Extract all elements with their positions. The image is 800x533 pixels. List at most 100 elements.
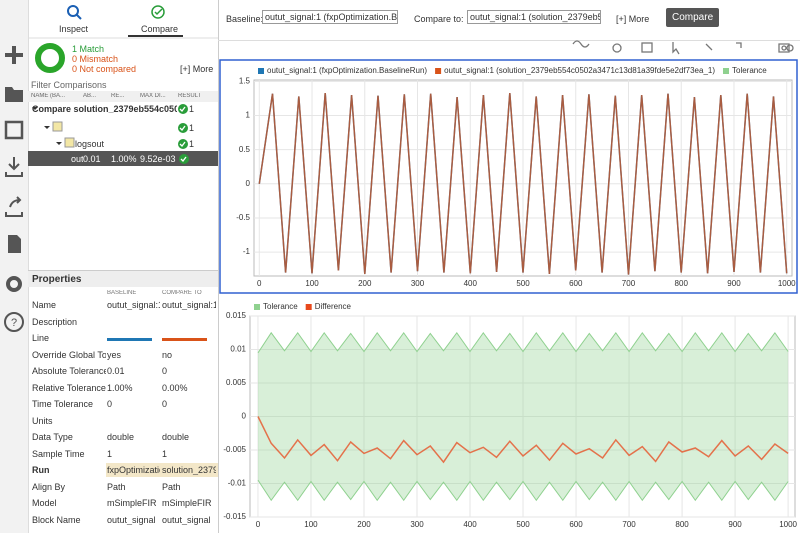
x-tick-label: 900 xyxy=(727,279,741,288)
legend-swatch xyxy=(254,304,260,310)
x-tick-label: 300 xyxy=(410,520,424,529)
y-tick-label: 1 xyxy=(246,111,251,120)
property-label: Run xyxy=(32,465,50,475)
icon-bar: ? xyxy=(0,0,29,533)
x-tick-label: 600 xyxy=(569,279,583,288)
row-rel: 1.00% xyxy=(111,154,137,164)
compare-value: 0.00% xyxy=(162,382,188,393)
report-icon[interactable] xyxy=(8,235,21,253)
x-tick-label: 300 xyxy=(411,279,425,288)
legend-swatch xyxy=(435,68,442,74)
baseline-value: 0 xyxy=(107,399,113,409)
property-label: Description xyxy=(32,316,78,327)
property-label: Sample Time xyxy=(32,448,85,459)
baseline-value: mSimpleFIR xyxy=(107,498,157,508)
compare-value: 1 xyxy=(162,448,168,459)
legend-entry: outut_signal:1 (solution_2379eb554c0502a… xyxy=(444,66,715,75)
legend-entry: Difference xyxy=(315,302,352,311)
baseline-select[interactable]: outut_signal:1 (fxpOptimization.Ba xyxy=(262,10,398,24)
x-tick-label: 0 xyxy=(257,279,262,288)
x-tick-label: 900 xyxy=(728,520,742,529)
baseline-value: Path xyxy=(107,481,126,492)
baseline-value: 0.01 xyxy=(107,366,125,376)
property-label: Data Type xyxy=(32,432,73,442)
import-icon[interactable] xyxy=(5,157,23,177)
tab[interactable]: Compare xyxy=(141,24,179,34)
column-header: NAME (BA... xyxy=(31,93,66,99)
x-tick-label: 700 xyxy=(622,520,636,529)
tolerance-lower xyxy=(257,479,789,502)
x-tick-label: 200 xyxy=(358,279,372,288)
y-tick-label: 0.01 xyxy=(230,345,246,354)
column-header: BASELINE xyxy=(107,290,137,296)
baseline-value: double xyxy=(107,432,135,442)
property-label: Block Name xyxy=(32,514,81,525)
baseline-value: outut_signal:1 ( xyxy=(107,300,160,310)
baseline-value: fxpOptimizatior xyxy=(107,465,160,475)
new-icon[interactable] xyxy=(5,46,23,64)
help-icon[interactable] xyxy=(4,312,24,332)
table-header: NAME (BA... AB... RE... MAX DI... RESULT xyxy=(28,91,218,102)
y-tick-label: -0.5 xyxy=(236,213,250,222)
property-label: Override Global Tole xyxy=(32,349,106,360)
column-header: RESULT xyxy=(178,93,202,99)
legend-entry: Tolerance xyxy=(263,302,298,311)
x-tick-label: 100 xyxy=(304,520,318,529)
x-tick-label: 400 xyxy=(463,520,477,529)
tab-icons xyxy=(28,5,218,39)
filter-box[interactable]: Filter Comparisons xyxy=(31,80,107,90)
compare-line xyxy=(162,338,207,341)
y-tick-label: 0 xyxy=(242,412,247,421)
x-tick-label: 0 xyxy=(256,520,261,529)
x-tick-label: 1000 xyxy=(779,520,797,529)
x-tick-label: 700 xyxy=(622,279,636,288)
legend-entry: outut_signal:1 (fxpOptimization.Baseline… xyxy=(267,66,427,75)
baseline-line xyxy=(107,338,152,341)
legend-swatch xyxy=(305,304,312,310)
not-compared-count: 0 Not compared xyxy=(72,64,137,74)
property-label: Name xyxy=(32,300,57,310)
property-label: Time Tolerance xyxy=(32,399,94,409)
x-tick-label: 100 xyxy=(305,279,319,288)
x-tick-label: 200 xyxy=(357,520,371,529)
baseline-value: 1 xyxy=(107,448,113,459)
signal-line xyxy=(258,92,788,275)
y-tick-label: -0.015 xyxy=(223,512,246,521)
mismatch-count: 0 Mismatch xyxy=(72,54,119,64)
y-tick-label: -0.01 xyxy=(228,479,247,488)
compare-value: 0 xyxy=(162,399,168,409)
row-result: 1 xyxy=(189,139,195,149)
compare-value: no xyxy=(162,349,173,360)
row-max: 9.52e-03 xyxy=(140,154,176,164)
y-tick-label: 0.015 xyxy=(226,311,247,320)
compare-value: mSimpleFIR xyxy=(162,498,212,508)
more-link[interactable]: [+] More xyxy=(616,14,650,24)
share-icon[interactable] xyxy=(5,196,23,217)
x-tick-label: 1000 xyxy=(778,279,796,288)
summary-donut xyxy=(35,43,65,73)
compare-button[interactable]: Compare xyxy=(666,8,720,27)
row-name[interactable]: Compare solution_2379eb554c0502 xyxy=(32,104,177,114)
selected-row[interactable]: out 0.01 1.00% 9.52e-03 xyxy=(28,151,218,166)
property-label: Relative Tolerance xyxy=(32,382,106,393)
settings-icon[interactable] xyxy=(6,276,22,292)
properties-title: Properties xyxy=(32,274,82,285)
row-result: 1 xyxy=(189,123,195,133)
more-link[interactable]: [+] More xyxy=(180,64,214,74)
icons: ? xyxy=(4,46,24,332)
save-icon[interactable] xyxy=(4,120,24,140)
x-tick-label: 800 xyxy=(675,279,689,288)
x-tick-label: 500 xyxy=(516,520,530,529)
x-tick-label: 500 xyxy=(516,279,530,288)
y-tick-label: 0.005 xyxy=(226,378,247,387)
compare-value: outut_signal xyxy=(162,514,211,525)
compare-value: 0 xyxy=(162,366,168,376)
properties-header: Properties xyxy=(28,270,218,287)
row-name[interactable]: logsout xyxy=(75,139,105,149)
legend-swatch xyxy=(723,68,729,74)
open-icon[interactable] xyxy=(5,87,23,102)
tab[interactable]: Inspect xyxy=(59,24,89,34)
svg-text:?: ? xyxy=(11,317,17,329)
column-header: AB... xyxy=(83,93,97,99)
compare-select[interactable]: outut_signal:1 (solution_2379eb5 xyxy=(467,10,601,24)
